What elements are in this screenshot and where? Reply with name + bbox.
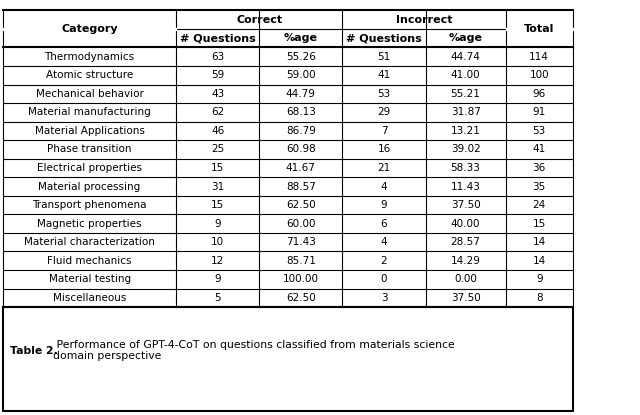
Text: 100.00: 100.00 — [283, 274, 319, 284]
Text: 0.00: 0.00 — [454, 274, 477, 284]
Text: 6: 6 — [381, 219, 387, 229]
Text: 8: 8 — [536, 293, 543, 303]
Text: 10: 10 — [211, 237, 224, 247]
Text: 43: 43 — [211, 89, 224, 99]
Text: 96: 96 — [532, 89, 546, 99]
Text: 37.50: 37.50 — [451, 200, 481, 210]
Text: 35: 35 — [532, 181, 546, 192]
Text: 31.87: 31.87 — [451, 107, 481, 117]
Text: 0: 0 — [381, 274, 387, 284]
Text: 85.71: 85.71 — [286, 256, 316, 266]
Text: Material manufacturing: Material manufacturing — [28, 107, 151, 117]
Text: 41: 41 — [378, 70, 390, 80]
Text: %age: %age — [284, 33, 318, 43]
Text: 59: 59 — [211, 70, 224, 80]
Text: 4: 4 — [381, 181, 387, 192]
Text: Phase transition: Phase transition — [47, 144, 132, 154]
Text: 114: 114 — [529, 52, 549, 62]
Text: 71.43: 71.43 — [286, 237, 316, 247]
Text: Correct: Correct — [236, 15, 282, 24]
Text: 41.00: 41.00 — [451, 70, 481, 80]
Text: Material Applications: Material Applications — [35, 126, 145, 136]
Text: 21: 21 — [378, 163, 390, 173]
Text: 37.50: 37.50 — [451, 293, 481, 303]
Text: 46: 46 — [211, 126, 224, 136]
Text: 15: 15 — [532, 219, 546, 229]
Text: Fluid mechanics: Fluid mechanics — [47, 256, 132, 266]
Text: Table 2.: Table 2. — [10, 346, 58, 356]
Text: 14: 14 — [532, 256, 546, 266]
Text: Material processing: Material processing — [38, 181, 141, 192]
Text: Category: Category — [61, 24, 118, 34]
Text: 44.79: 44.79 — [286, 89, 316, 99]
Text: 44.74: 44.74 — [451, 52, 481, 62]
Text: Transport phenomena: Transport phenomena — [33, 200, 147, 210]
Text: 9: 9 — [381, 200, 387, 210]
Text: 55.26: 55.26 — [286, 52, 316, 62]
Text: 12: 12 — [211, 256, 224, 266]
Text: Incorrect: Incorrect — [396, 15, 452, 24]
Text: 55.21: 55.21 — [451, 89, 481, 99]
Text: Mechanical behavior: Mechanical behavior — [36, 89, 143, 99]
Text: 25: 25 — [211, 144, 224, 154]
Text: 4: 4 — [381, 237, 387, 247]
Text: 15: 15 — [211, 200, 224, 210]
Text: 41.67: 41.67 — [286, 163, 316, 173]
Text: 14: 14 — [532, 237, 546, 247]
Text: 59.00: 59.00 — [286, 70, 316, 80]
Text: 14.29: 14.29 — [451, 256, 481, 266]
Text: 88.57: 88.57 — [286, 181, 316, 192]
Text: 28.57: 28.57 — [451, 237, 481, 247]
Text: 62.50: 62.50 — [286, 200, 316, 210]
Text: 11.43: 11.43 — [451, 181, 481, 192]
Text: 16: 16 — [378, 144, 390, 154]
Text: Electrical properties: Electrical properties — [37, 163, 142, 173]
Text: Thermodynamics: Thermodynamics — [45, 52, 134, 62]
Text: 2: 2 — [381, 256, 387, 266]
Text: # Questions: # Questions — [180, 33, 255, 43]
Text: 53: 53 — [532, 126, 546, 136]
Text: 40.00: 40.00 — [451, 219, 481, 229]
Text: 53: 53 — [378, 89, 390, 99]
Text: 9: 9 — [214, 274, 221, 284]
Text: 100: 100 — [529, 70, 549, 80]
Text: Performance of GPT-4-CoT on questions classified from materials science
domain p: Performance of GPT-4-CoT on questions cl… — [53, 340, 455, 361]
Text: 7: 7 — [381, 126, 387, 136]
Text: 24: 24 — [532, 200, 546, 210]
Text: 62.50: 62.50 — [286, 293, 316, 303]
Text: Material characterization: Material characterization — [24, 237, 155, 247]
Text: %age: %age — [449, 33, 483, 43]
Text: 36: 36 — [532, 163, 546, 173]
Text: 15: 15 — [211, 163, 224, 173]
Text: 9: 9 — [214, 219, 221, 229]
Text: Material testing: Material testing — [49, 274, 131, 284]
Text: 13.21: 13.21 — [451, 126, 481, 136]
Text: Miscellaneous: Miscellaneous — [53, 293, 126, 303]
Text: Total: Total — [524, 24, 554, 34]
Text: 63: 63 — [211, 52, 224, 62]
Text: 68.13: 68.13 — [286, 107, 316, 117]
Text: 58.33: 58.33 — [451, 163, 481, 173]
Text: 29: 29 — [378, 107, 390, 117]
Text: 5: 5 — [214, 293, 221, 303]
Text: 62: 62 — [211, 107, 224, 117]
Text: 60.98: 60.98 — [286, 144, 316, 154]
Text: 91: 91 — [532, 107, 546, 117]
Text: 86.79: 86.79 — [286, 126, 316, 136]
Text: Atomic structure: Atomic structure — [46, 70, 133, 80]
Text: 9: 9 — [536, 274, 543, 284]
Text: 51: 51 — [378, 52, 390, 62]
Text: 31: 31 — [211, 181, 224, 192]
Text: 39.02: 39.02 — [451, 144, 481, 154]
Text: Magnetic properties: Magnetic properties — [37, 219, 142, 229]
Text: 41: 41 — [532, 144, 546, 154]
Text: 60.00: 60.00 — [286, 219, 316, 229]
Text: # Questions: # Questions — [346, 33, 422, 43]
Text: 3: 3 — [381, 293, 387, 303]
